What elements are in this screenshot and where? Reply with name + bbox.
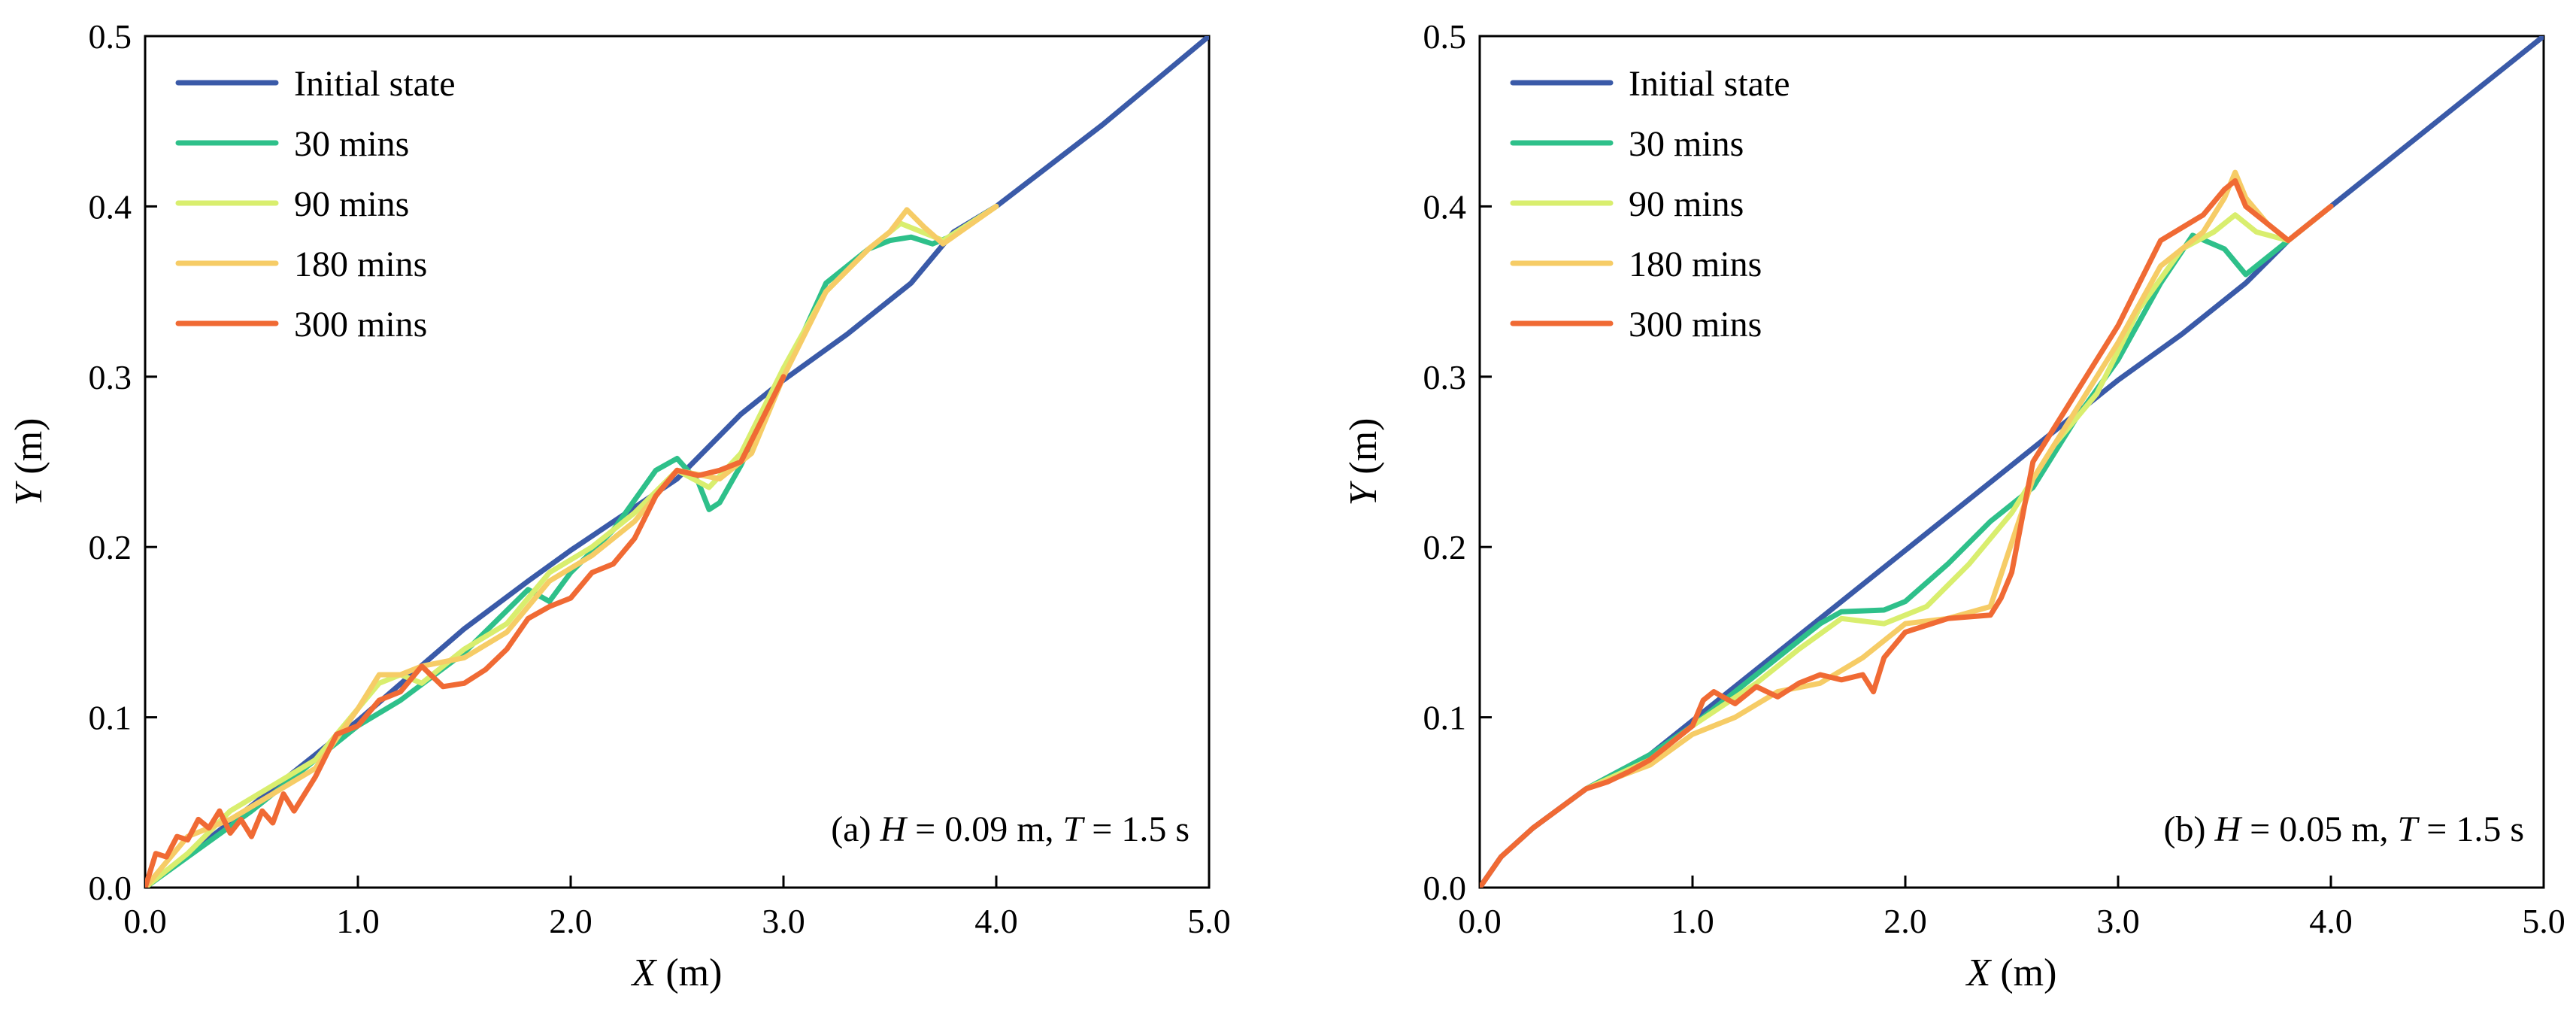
series-line bbox=[1480, 178, 2334, 888]
plot-frame bbox=[144, 35, 1211, 889]
chart-panel-b: 0.0 1.0 2.0 3.0 4.0 5.0 0.0 0.1 0.2 0.3 0.4 0.5 X (m… bbox=[1342, 17, 2565, 994]
y-tick-label: 0.1 bbox=[1423, 699, 1467, 737]
x-axis-var: X bbox=[631, 952, 658, 994]
y-tick-label: 0.3 bbox=[89, 358, 132, 396]
y-axis-title: Y (m) bbox=[8, 417, 50, 505]
legend-label: 180 mins bbox=[294, 244, 427, 284]
panel-annotation: (a) H = 0.09 m, T = 1.5 s bbox=[831, 809, 1190, 849]
legend-label: 180 mins bbox=[1629, 244, 1762, 284]
series-line bbox=[1583, 203, 2334, 792]
x-tick-label: 0.0 bbox=[1458, 902, 1502, 940]
annotation-t-text: = 1.5 s bbox=[1083, 809, 1190, 849]
legend-label: Initial state bbox=[294, 64, 456, 104]
x-tick-label: 2.0 bbox=[549, 902, 592, 940]
annotation-h-var: H bbox=[2214, 809, 2242, 849]
x-axis-title: X (m) bbox=[631, 952, 723, 994]
legend-label: 300 mins bbox=[1629, 305, 1762, 345]
x-tick-label: 1.0 bbox=[336, 902, 380, 940]
series-line bbox=[1583, 169, 2334, 792]
y-axis-unit: (m) bbox=[8, 417, 50, 484]
chart-panel-a: 0.0 1.0 2.0 3.0 4.0 5.0 0.0 0.1 0.2 0.3 0.4 0.5 X (m… bbox=[8, 17, 1231, 994]
x-tick-label: 5.0 bbox=[2522, 902, 2565, 940]
y-tick-label: 0.5 bbox=[89, 17, 132, 56]
series-line bbox=[145, 374, 786, 888]
x-axis-var: X bbox=[1965, 952, 1993, 994]
annotation-t-var: T bbox=[1063, 809, 1086, 849]
legend-label: 30 mins bbox=[294, 124, 409, 164]
y-tick-label: 0.0 bbox=[1423, 869, 1467, 907]
x-tick-label: 4.0 bbox=[974, 902, 1018, 940]
x-axis-title: X (m) bbox=[1965, 952, 2057, 994]
x-tick-label: 3.0 bbox=[762, 902, 805, 940]
annotation-h-var: H bbox=[879, 809, 908, 849]
y-axis-var: Y bbox=[8, 481, 50, 506]
legend-label: 300 mins bbox=[294, 305, 427, 345]
annotation-h-text: = 0.09 m, bbox=[906, 809, 1062, 849]
series-line bbox=[145, 203, 999, 888]
series-lines bbox=[145, 36, 1209, 888]
y-tick-label: 0.4 bbox=[89, 187, 132, 226]
annotation-label: (b) bbox=[2164, 809, 2215, 849]
legend-label: Initial state bbox=[1629, 64, 1790, 104]
y-axis-var: Y bbox=[1342, 481, 1385, 506]
x-axis-unit: (m) bbox=[1990, 952, 2056, 994]
y-tick-label: 0.1 bbox=[89, 699, 132, 737]
x-tick-label: 5.0 bbox=[1187, 902, 1231, 940]
legend-label: 30 mins bbox=[1629, 124, 1744, 164]
y-axis-title: Y (m) bbox=[1342, 417, 1385, 505]
y-tick-label: 0.0 bbox=[89, 869, 132, 907]
y-tick-label: 0.2 bbox=[1423, 528, 1467, 566]
y-tick-label: 0.5 bbox=[1423, 17, 1467, 56]
annotation-t-var: T bbox=[2398, 809, 2420, 849]
y-tick-label: 0.4 bbox=[1423, 187, 1467, 226]
series-line bbox=[1583, 203, 2334, 792]
annotation-label: (a) bbox=[831, 809, 880, 849]
y-axis-unit: (m) bbox=[1342, 417, 1385, 484]
series-lines bbox=[1480, 36, 2544, 888]
legend-label: 90 mins bbox=[1629, 184, 1744, 224]
y-tick-label: 0.3 bbox=[1423, 358, 1467, 396]
x-tick-label: 4.0 bbox=[2309, 902, 2353, 940]
panel-annotation: (b) H = 0.05 m, T = 1.5 s bbox=[2164, 809, 2525, 849]
plot-frame bbox=[1478, 35, 2545, 889]
x-tick-label: 1.0 bbox=[1671, 902, 1714, 940]
y-tick-label: 0.2 bbox=[89, 528, 132, 566]
annotation-h-text: = 0.05 m, bbox=[2241, 809, 2397, 849]
annotation-t-text: = 1.5 s bbox=[2417, 809, 2524, 849]
legend-label: 90 mins bbox=[294, 184, 409, 224]
x-tick-label: 0.0 bbox=[123, 902, 167, 940]
x-tick-label: 2.0 bbox=[1884, 902, 1927, 940]
x-axis-unit: (m) bbox=[656, 952, 722, 994]
x-tick-label: 3.0 bbox=[2096, 902, 2140, 940]
